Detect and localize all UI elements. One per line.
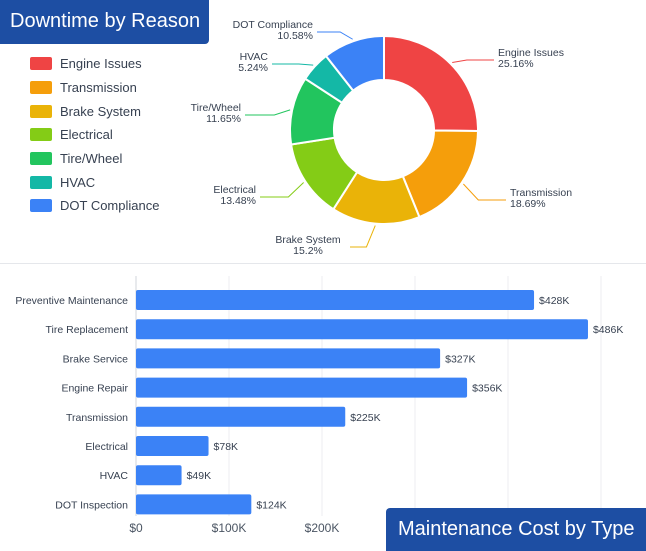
x-tick-label: $200K: [305, 521, 340, 535]
donut-slice-label: Tire/Wheel: [191, 102, 241, 114]
donut-slice-engine-issues[interactable]: [383, 34, 479, 132]
donut-slice-label: DOT Compliance: [233, 19, 313, 31]
bar-value-label: $356K: [472, 383, 502, 395]
legend-swatch: [30, 175, 52, 189]
donut-leader-line: [463, 183, 506, 201]
legend-label: Brake System: [60, 103, 141, 119]
bar-value-label: $428K: [539, 295, 569, 307]
legend-label: DOT Compliance: [60, 198, 160, 214]
y-category-label: Transmission: [66, 412, 128, 424]
legend-swatch: [30, 128, 52, 142]
legend-swatch: [30, 104, 52, 118]
bar-value-label: $486K: [593, 324, 623, 336]
legend-swatch: [30, 199, 52, 213]
legend-label: Transmission: [60, 80, 137, 96]
bar-value-label: $327K: [445, 353, 475, 365]
donut-slice-label: HVAC: [240, 51, 269, 63]
legend-swatch: [30, 81, 52, 95]
bar-engine-repair[interactable]: [136, 377, 468, 398]
donut-legend: Engine Issues Transmission Brake System Ele…: [30, 52, 159, 218]
legend-label: Tire/Wheel: [60, 151, 123, 167]
donut-leader-line: [245, 109, 291, 116]
bar-value-label: $124K: [256, 499, 286, 511]
legend-label: Engine Issues: [60, 56, 142, 72]
bar-tire-replacement[interactable]: [136, 319, 588, 340]
legend-swatch: [30, 152, 52, 166]
legend-item-transmission[interactable]: Transmission: [30, 76, 159, 100]
y-category-label: Brake Service: [63, 353, 129, 365]
legend-label: Electrical: [60, 127, 113, 143]
y-category-label: DOT Inspection: [55, 499, 128, 511]
bar-transmission[interactable]: [136, 406, 346, 427]
donut-slice-value: 5.24%: [238, 62, 268, 74]
bar-chart: $0 $100K $200K Preventive Maintenance $428K T…: [15, 276, 623, 535]
bar-dot-inspection[interactable]: [136, 494, 252, 515]
donut-leader-line: [260, 182, 304, 198]
bar-electrical[interactable]: [136, 436, 209, 456]
legend-item-dot-compliance[interactable]: DOT Compliance: [30, 194, 159, 218]
donut-leader-line: [350, 225, 376, 248]
donut-chart-title: Downtime by Reason: [0, 0, 209, 44]
bar-hvac[interactable]: [136, 465, 182, 486]
section-divider: [0, 263, 646, 264]
donut-leader-line: [272, 63, 314, 66]
y-category-label: Electrical: [85, 441, 128, 453]
legend-item-hvac[interactable]: HVAC: [30, 170, 159, 194]
bar-brake-service[interactable]: [136, 348, 441, 369]
legend-item-brake-system[interactable]: Brake System: [30, 99, 159, 123]
x-tick-label: $0: [129, 521, 143, 535]
donut-slice-label: Brake System: [275, 234, 341, 246]
donut-slice-value: 15.2%: [293, 245, 323, 257]
y-category-label: Engine Repair: [61, 383, 128, 395]
bar-value-label: $225K: [350, 412, 380, 424]
legend-swatch: [30, 57, 52, 71]
y-category-label: Tire Replacement: [46, 324, 129, 336]
donut-leader-line: [317, 31, 353, 40]
legend-label: HVAC: [60, 174, 96, 190]
donut-slice-value: 11.65%: [206, 113, 241, 125]
donut-slice-value: 18.69%: [510, 198, 546, 210]
legend-item-tire-wheel[interactable]: Tire/Wheel: [30, 147, 159, 171]
donut-slice-label: Electrical: [213, 184, 256, 196]
bar-value-label: $78K: [214, 441, 239, 453]
donut-slice-value: 25.16%: [498, 58, 534, 70]
donut-slice-label: Transmission: [510, 187, 572, 199]
legend-item-engine-issues[interactable]: Engine Issues: [30, 52, 159, 76]
donut-slice-value: 13.48%: [220, 195, 256, 207]
donut-leader-line: [452, 59, 494, 63]
bar-chart-title: Maintenance Cost by Type: [386, 508, 646, 551]
bar-preventive-maintenance[interactable]: [136, 290, 535, 310]
donut-slice-label: Engine Issues: [498, 47, 564, 59]
y-category-label: Preventive Maintenance: [15, 295, 128, 307]
donut-slice-dot-compliance[interactable]: [324, 34, 385, 93]
bar-value-label: $49K: [187, 470, 212, 482]
legend-item-electrical[interactable]: Electrical: [30, 123, 159, 147]
x-tick-label: $100K: [212, 521, 247, 535]
y-category-label: HVAC: [100, 470, 129, 482]
donut-slice-value: 10.58%: [277, 30, 313, 42]
